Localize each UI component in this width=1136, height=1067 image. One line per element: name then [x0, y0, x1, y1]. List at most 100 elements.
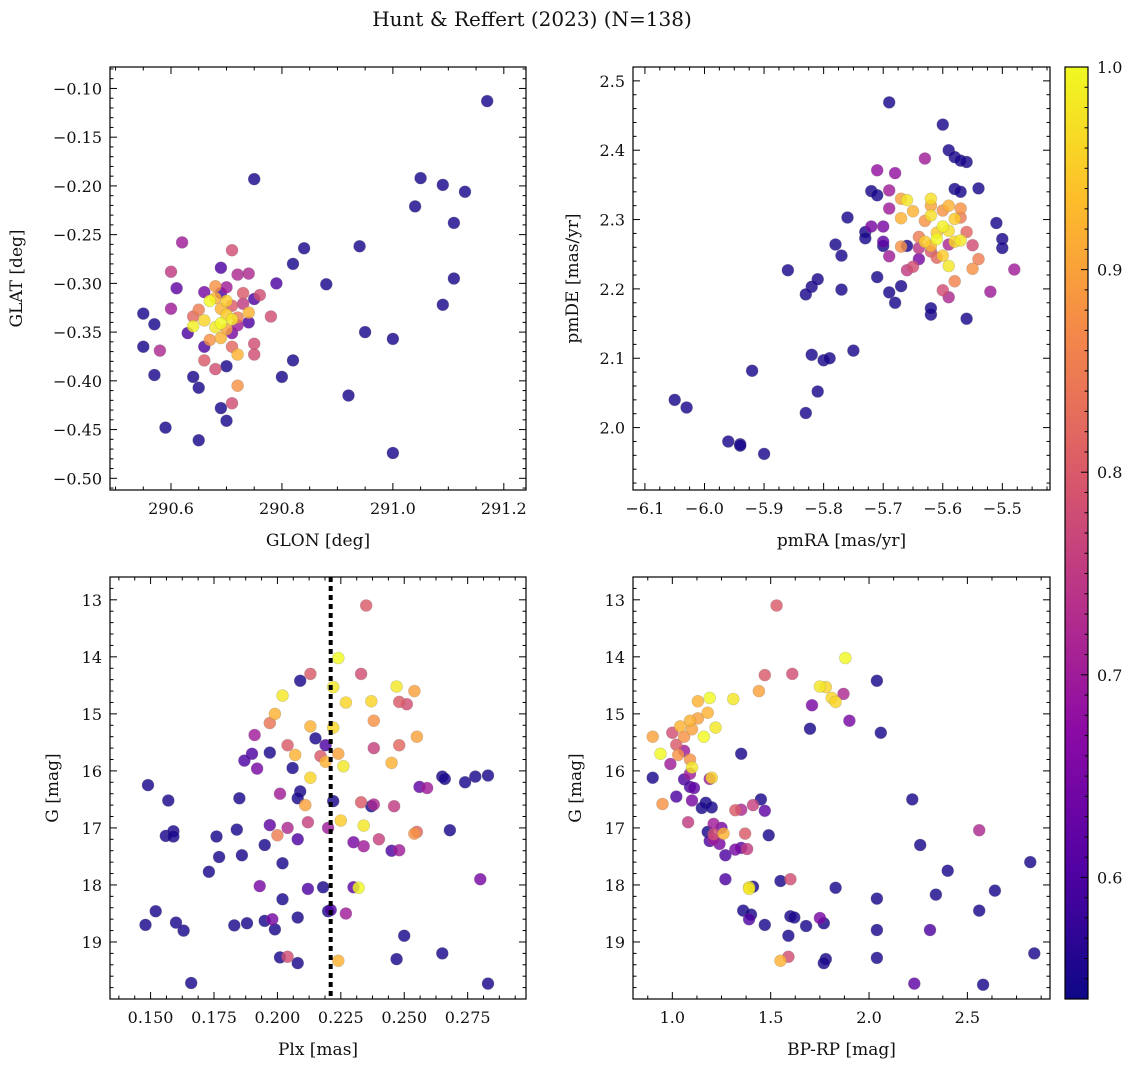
- data-point: [888, 166, 902, 180]
- data-point: [198, 314, 211, 327]
- data-point: [1028, 947, 1041, 960]
- y-tick-label: 2.0: [600, 419, 625, 438]
- data-point: [900, 193, 914, 207]
- data-point: [813, 911, 827, 925]
- y-tick-label: 14: [605, 648, 625, 667]
- data-point: [164, 265, 178, 279]
- data-point: [231, 379, 244, 393]
- y-tick-label: −0.10: [53, 79, 102, 98]
- data-point: [203, 333, 217, 347]
- data-point: [781, 263, 795, 277]
- data-point: [930, 232, 944, 246]
- x-tick-label: 291.2: [481, 499, 527, 518]
- data-point: [447, 216, 461, 230]
- data-point: [906, 204, 920, 218]
- y-tick-label: 14: [82, 648, 102, 667]
- data-point: [673, 720, 687, 733]
- data-point: [894, 240, 908, 253]
- y-tick-label: 16: [605, 762, 625, 781]
- data-point: [392, 843, 406, 857]
- y-tick-label: 16: [82, 762, 102, 781]
- data-point: [225, 396, 239, 410]
- data-point: [918, 152, 932, 165]
- data-point: [247, 172, 261, 186]
- data-point: [265, 912, 279, 926]
- data-point: [301, 815, 315, 829]
- data-point: [646, 730, 660, 744]
- data-point: [184, 976, 198, 990]
- y-tick-label: 2.5: [600, 72, 625, 91]
- data-point: [913, 838, 927, 852]
- data-point: [936, 220, 950, 233]
- data-point: [291, 832, 305, 846]
- data-point: [263, 818, 277, 832]
- data-point: [270, 277, 283, 290]
- data-point: [220, 414, 233, 428]
- axes-frame: [109, 576, 527, 1000]
- x-tick-label: 0.225: [318, 1008, 364, 1027]
- data-point: [276, 689, 289, 702]
- data-point: [888, 296, 902, 310]
- data-point: [685, 761, 699, 774]
- y-axis-label: pmDE [mas/yr]: [563, 213, 583, 343]
- data-point: [811, 385, 825, 398]
- data-point: [728, 803, 742, 817]
- data-point: [186, 370, 200, 384]
- data-point: [882, 184, 896, 197]
- y-axis-label: GLAT [deg]: [7, 229, 27, 327]
- data-point: [198, 285, 211, 299]
- figure-title: Hunt & Reffert (2023) (N=138): [372, 7, 692, 31]
- data-point: [929, 888, 943, 901]
- y-tick-label: −0.25: [53, 226, 102, 245]
- data-point: [882, 96, 896, 109]
- y-tick-label: −0.30: [53, 274, 102, 293]
- y-tick-label: 2.3: [600, 211, 625, 230]
- x-tick-label: 0.200: [255, 1008, 301, 1027]
- data-point: [225, 243, 239, 257]
- data-point: [264, 310, 278, 323]
- data-point: [669, 790, 683, 803]
- data-point: [972, 182, 985, 195]
- data-point: [799, 406, 813, 420]
- data-point: [697, 730, 711, 744]
- data-point: [770, 599, 783, 612]
- x-tick-label: 291.0: [370, 499, 416, 518]
- data-point: [960, 225, 973, 239]
- data-point: [894, 211, 908, 225]
- x-tick-label: 290.6: [148, 499, 194, 518]
- data-point: [240, 916, 254, 930]
- y-tick-label: −0.50: [53, 469, 102, 488]
- data-point: [870, 189, 884, 202]
- data-point: [250, 762, 264, 775]
- data-point: [907, 977, 921, 990]
- x-tick-label: −6.1: [625, 499, 664, 518]
- data-point: [175, 236, 189, 249]
- data-point: [359, 599, 373, 612]
- data-point: [326, 680, 340, 694]
- data-point: [286, 257, 300, 271]
- data-point: [813, 680, 827, 693]
- data-point: [304, 720, 317, 733]
- data-point: [787, 911, 801, 924]
- data-point: [141, 778, 155, 792]
- data-point: [263, 746, 277, 759]
- data-point: [705, 771, 719, 785]
- y-tick-label: 19: [82, 933, 102, 952]
- data-point: [357, 819, 371, 832]
- data-point: [990, 216, 1003, 230]
- data-point: [894, 279, 908, 293]
- data-point: [339, 696, 353, 709]
- data-point: [924, 192, 938, 206]
- data-point: [726, 692, 740, 706]
- x-tick-label: 290.8: [259, 499, 305, 518]
- x-tick-label: 1.0: [660, 1008, 685, 1027]
- data-point: [214, 316, 228, 330]
- data-point: [247, 348, 261, 361]
- data-point: [268, 707, 282, 721]
- data-point: [148, 368, 161, 382]
- data-point: [719, 872, 732, 886]
- data-point: [473, 872, 487, 886]
- x-tick-label: 1.5: [758, 1008, 783, 1027]
- data-point: [258, 838, 272, 852]
- x-axis-label: GLON [deg]: [266, 531, 370, 551]
